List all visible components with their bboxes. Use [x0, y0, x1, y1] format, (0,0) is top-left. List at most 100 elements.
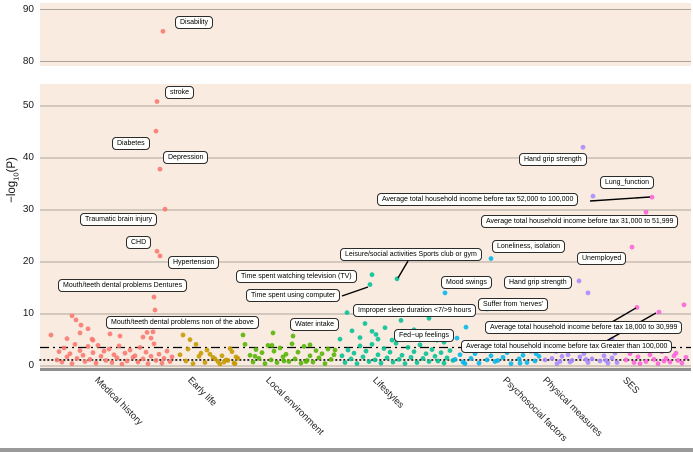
data-point — [426, 359, 432, 364]
data-point — [565, 352, 571, 358]
data-point — [328, 357, 334, 362]
data-point — [269, 343, 275, 348]
y-tick-label-0: 0 — [28, 360, 34, 371]
data-point — [384, 355, 390, 361]
data-point — [524, 360, 530, 365]
data-point — [225, 358, 231, 363]
annotation-label: Average total household income before ta… — [377, 193, 579, 206]
annotation-label: Average total household income before ta… — [485, 321, 683, 334]
data-point — [161, 356, 167, 361]
data-point — [132, 353, 138, 359]
data-point — [77, 348, 83, 353]
data-point — [152, 307, 158, 313]
data-point — [82, 359, 88, 364]
data-point — [367, 282, 373, 287]
annotation-label: Improper sleep duration <7/>9 hours — [353, 304, 477, 317]
data-point — [196, 353, 202, 359]
data-point — [667, 359, 673, 365]
data-point — [283, 351, 289, 357]
data-point — [109, 360, 115, 365]
data-point — [597, 358, 603, 364]
data-point — [554, 361, 560, 366]
data-point — [408, 354, 414, 360]
annotation-label: Mouth/teeth dental problems Dentures — [58, 279, 188, 292]
data-point — [240, 332, 246, 338]
data-point — [631, 360, 637, 365]
data-point — [167, 359, 173, 364]
annotation-label: Time spent using computer — [246, 289, 341, 302]
data-point — [369, 328, 375, 334]
data-point — [202, 360, 208, 365]
data-point — [98, 353, 104, 359]
data-point — [77, 330, 83, 336]
data-point — [148, 353, 154, 359]
data-point — [204, 347, 210, 353]
data-point — [124, 358, 130, 364]
data-point — [190, 361, 196, 366]
data-point — [119, 361, 125, 367]
data-point — [656, 309, 662, 315]
figure-bottom-border — [0, 448, 693, 452]
data-point — [444, 355, 450, 361]
data-point — [360, 354, 366, 360]
data-point — [259, 350, 265, 356]
data-point — [332, 347, 338, 353]
data-point — [303, 359, 309, 364]
data-point — [250, 359, 256, 365]
data-point — [221, 359, 227, 365]
data-point — [107, 331, 113, 337]
data-point — [651, 357, 657, 362]
data-point — [281, 358, 287, 364]
data-point — [417, 342, 423, 348]
data-point — [61, 345, 67, 351]
data-point — [476, 360, 482, 366]
data-point — [117, 333, 123, 339]
data-point — [145, 361, 151, 366]
data-point — [229, 349, 235, 355]
data-point — [389, 337, 395, 343]
data-point — [164, 348, 170, 354]
data-point — [56, 349, 62, 355]
data-point — [457, 352, 463, 358]
data-point — [348, 356, 354, 362]
data-point — [559, 353, 565, 359]
data-point — [508, 361, 514, 366]
annotation-label: Water intake — [290, 318, 340, 331]
data-point — [378, 360, 384, 366]
data-point — [405, 345, 411, 350]
data-point — [468, 356, 474, 361]
annotation-label: Leisure/social activities Sports club or… — [340, 248, 482, 261]
y-tick-label-50: 50 — [22, 100, 34, 111]
data-point — [90, 350, 96, 356]
data-point — [85, 326, 91, 332]
annotation-label: Hypertension — [168, 256, 220, 269]
data-point — [232, 361, 238, 366]
data-point — [137, 345, 143, 350]
data-point — [78, 322, 84, 328]
data-point — [331, 352, 337, 358]
data-point — [345, 347, 351, 353]
data-point — [157, 253, 163, 259]
annotation-label: Hand grip strength — [519, 153, 587, 166]
data-point — [542, 357, 548, 363]
annotation-label: Mood swings — [441, 276, 492, 289]
annotation-label: stroke — [165, 86, 195, 99]
annotation-label: Average total household income before ta… — [481, 215, 679, 228]
data-point — [643, 209, 649, 215]
data-point — [307, 353, 313, 359]
data-point — [156, 351, 162, 357]
data-point — [351, 350, 357, 356]
data-point — [140, 334, 146, 340]
data-point — [256, 356, 262, 361]
data-point — [274, 360, 280, 365]
annotation-label: Hand grip strength — [504, 276, 572, 289]
data-point — [64, 354, 70, 360]
data-point — [637, 361, 643, 366]
data-point — [414, 360, 420, 365]
data-point — [647, 352, 653, 358]
data-point — [286, 359, 292, 364]
data-point — [277, 345, 283, 351]
data-point — [298, 360, 304, 366]
data-point — [373, 332, 379, 337]
data-point — [69, 361, 75, 366]
